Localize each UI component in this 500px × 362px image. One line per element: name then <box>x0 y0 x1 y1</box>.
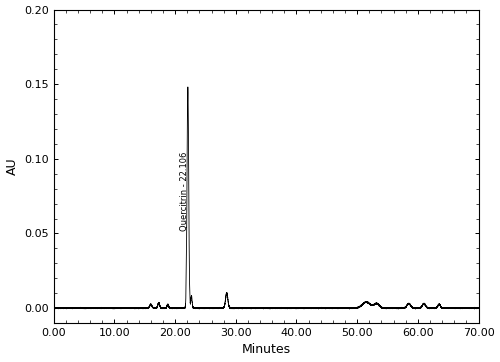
X-axis label: Minutes: Minutes <box>242 344 290 357</box>
Y-axis label: AU: AU <box>6 157 18 175</box>
Text: Quercitrin - 22.106: Quercitrin - 22.106 <box>180 152 190 231</box>
